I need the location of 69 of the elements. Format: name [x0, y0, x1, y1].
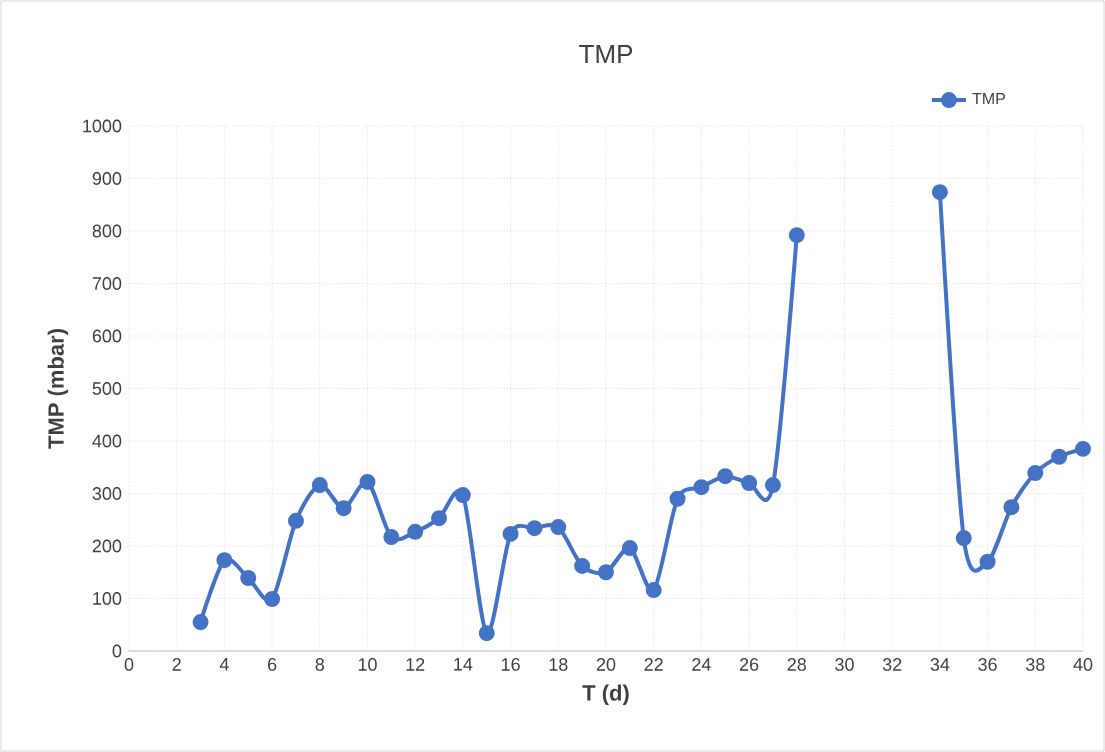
point	[335, 500, 352, 517]
point	[1074, 440, 1091, 457]
point	[192, 614, 209, 631]
y-tick-label: 600	[92, 329, 122, 343]
chart-title: TMP	[579, 45, 633, 63]
point	[502, 525, 519, 542]
x-tick-label: 20	[596, 658, 616, 671]
x-tick-label: 22	[644, 658, 663, 671]
point	[454, 487, 471, 504]
x-axis-title: T (d)	[582, 684, 629, 706]
x-tick-label: 10	[358, 658, 377, 671]
y-tick-label: 1000	[83, 119, 122, 133]
x-tick-label: 16	[501, 658, 520, 671]
point	[359, 473, 376, 490]
point	[621, 540, 638, 557]
point	[669, 490, 686, 507]
x-tick-label: 30	[835, 658, 854, 671]
point	[955, 530, 972, 547]
x-tick-label: 26	[739, 658, 759, 671]
point	[478, 625, 495, 642]
point	[431, 510, 448, 527]
x-tick-label: 34	[930, 658, 950, 671]
point	[574, 557, 591, 574]
point	[645, 582, 662, 599]
y-tick-label: 700	[92, 277, 122, 290]
y-tick-label: 400	[92, 434, 122, 448]
point	[526, 520, 543, 537]
y-tick-label: 300	[92, 487, 122, 500]
x-tick-label: 4	[219, 658, 229, 671]
point	[931, 184, 948, 201]
x-tick-label: 8	[315, 658, 325, 671]
point	[741, 475, 758, 491]
x-tick-label: 18	[549, 658, 568, 671]
point	[693, 479, 710, 496]
point	[264, 591, 281, 608]
point	[1027, 465, 1044, 482]
x-tick-label: 38	[1025, 658, 1045, 671]
x-tick-label: 6	[268, 658, 277, 671]
x-tick-label: 24	[692, 658, 711, 671]
point	[216, 552, 233, 569]
point	[383, 529, 400, 546]
point	[764, 477, 781, 494]
x-tick-label: 2	[172, 658, 181, 671]
x-tick-label: 36	[978, 658, 997, 671]
y-tick-label: 800	[92, 224, 122, 238]
point	[717, 468, 734, 485]
point	[1003, 499, 1020, 516]
y-tick-label: 900	[92, 172, 122, 185]
x-tick-label: 14	[454, 658, 473, 671]
point	[240, 570, 257, 587]
point	[788, 227, 805, 244]
x-tick-label: 40	[1073, 658, 1093, 671]
point	[597, 564, 614, 581]
point	[979, 553, 996, 570]
point	[550, 519, 567, 536]
point	[311, 477, 328, 494]
y-axis-title: TMP (mbar)	[47, 329, 69, 449]
point	[1051, 448, 1068, 465]
point	[287, 512, 304, 529]
y-tick-label: 500	[92, 382, 122, 395]
y-tick-label: 200	[92, 539, 122, 553]
y-tick-label: 0	[112, 644, 122, 658]
y-tick-label: 100	[93, 592, 122, 605]
x-tick-label: 0	[124, 658, 134, 671]
x-tick-label: 12	[406, 658, 425, 671]
legend-label: TMP	[972, 93, 1005, 105]
x-tick-label: 28	[787, 658, 807, 671]
x-tick-label: 32	[882, 658, 902, 671]
point	[407, 523, 424, 540]
